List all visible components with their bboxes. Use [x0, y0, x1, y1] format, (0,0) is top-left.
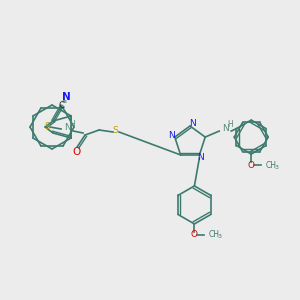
Text: N: N — [168, 130, 175, 140]
Text: O: O — [248, 160, 255, 169]
Text: N: N — [189, 118, 195, 127]
Text: H: H — [69, 121, 75, 130]
Text: O: O — [72, 147, 80, 157]
Text: 3: 3 — [274, 165, 278, 170]
Text: N: N — [222, 124, 229, 133]
Text: N: N — [62, 92, 71, 102]
Text: 3: 3 — [218, 234, 221, 239]
Text: S: S — [112, 127, 118, 136]
Text: CH: CH — [265, 160, 276, 169]
Text: N: N — [197, 153, 204, 162]
Text: N: N — [64, 124, 70, 133]
Text: CH: CH — [208, 230, 219, 239]
Text: ≡: ≡ — [61, 98, 66, 103]
Text: H: H — [227, 120, 233, 129]
Text: O: O — [191, 230, 198, 239]
Text: C: C — [59, 101, 65, 110]
Text: S: S — [44, 122, 50, 131]
